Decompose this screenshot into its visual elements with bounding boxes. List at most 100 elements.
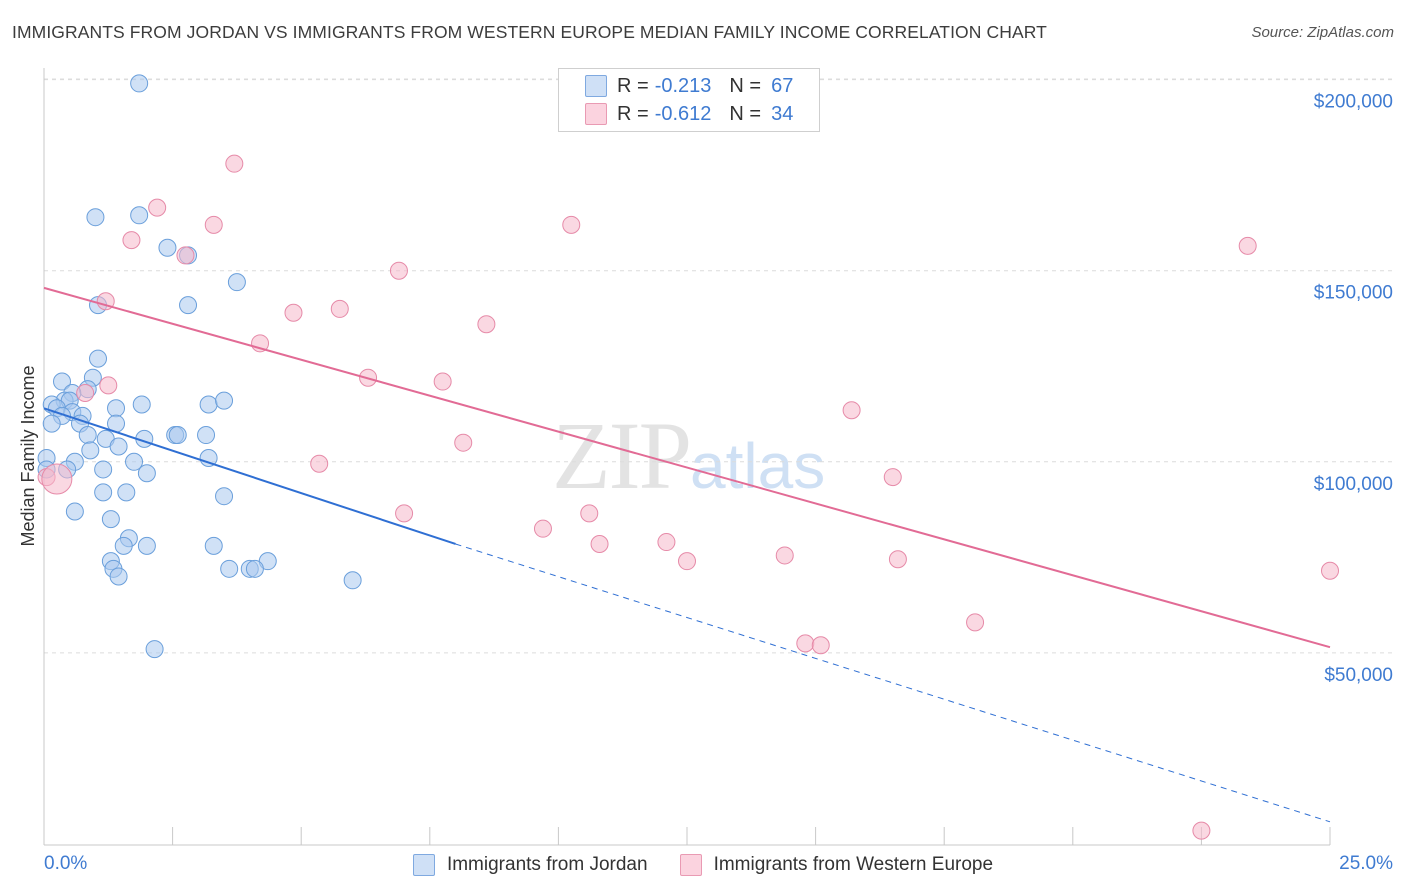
data-point-jordan: [101, 510, 120, 529]
data-point-jordan: [42, 414, 61, 433]
legend-r-value: -0.612: [654, 102, 712, 125]
data-point-western-europe: [811, 636, 830, 655]
data-point-western-europe: [204, 215, 223, 234]
trendline-jordan-extension: [455, 543, 1331, 823]
data-point-jordan: [158, 238, 177, 257]
x-tick-label: 0.0%: [44, 853, 87, 874]
data-point-jordan: [107, 399, 126, 418]
data-point-western-europe: [888, 550, 907, 569]
data-point-jordan: [130, 206, 149, 225]
data-point-jordan: [215, 487, 234, 506]
data-point-jordan: [86, 208, 105, 227]
series-legend: Immigrants from Jordan Immigrants from W…: [0, 851, 1406, 879]
series-legend-jordan[interactable]: Immigrants from Jordan: [412, 854, 648, 876]
data-point-jordan: [78, 426, 97, 445]
data-point-jordan: [220, 559, 239, 578]
legend-r-value: -0.213: [654, 74, 712, 97]
data-point-western-europe: [580, 504, 599, 523]
data-point-western-europe: [41, 463, 73, 495]
data-point-jordan: [109, 437, 128, 456]
data-point-western-europe: [122, 231, 141, 250]
data-point-jordan: [199, 395, 218, 414]
legend-row-western-europe: R = -0.612 N = 34: [559, 100, 793, 128]
data-point-western-europe: [796, 634, 815, 653]
data-point-western-europe: [1238, 236, 1257, 255]
data-point-jordan: [94, 483, 113, 502]
series-legend-western-europe[interactable]: Immigrants from Western Europe: [679, 854, 994, 876]
data-point-western-europe: [148, 198, 167, 217]
data-point-jordan: [343, 571, 362, 590]
data-point-western-europe: [310, 454, 329, 473]
legend-n-label: N =: [729, 102, 762, 125]
y-tick-label: $50,000: [1324, 665, 1393, 686]
data-point-jordan: [132, 395, 151, 414]
series-label-western-europe: Immigrants from Western Europe: [713, 854, 994, 875]
y-tick-label: $200,000: [1314, 92, 1393, 113]
data-point-western-europe: [533, 519, 552, 538]
data-point-western-europe: [477, 315, 496, 334]
data-point-jordan: [53, 372, 72, 391]
data-point-jordan: [109, 567, 128, 586]
y-axis-title: Median Family Income: [18, 365, 38, 546]
legend-n-value: 34: [771, 102, 794, 125]
y-tick-label: $150,000: [1314, 283, 1393, 304]
data-point-western-europe: [454, 433, 473, 452]
data-point-western-europe: [966, 613, 985, 632]
data-point-jordan: [145, 640, 164, 659]
data-point-jordan: [81, 441, 100, 460]
data-point-western-europe: [1321, 561, 1339, 580]
data-point-jordan: [89, 349, 108, 368]
data-point-western-europe: [76, 384, 95, 403]
legend-n-label: N =: [729, 74, 762, 97]
data-point-jordan: [94, 460, 113, 479]
data-point-jordan: [137, 464, 156, 483]
data-point-jordan: [215, 391, 234, 410]
series-label-jordan: Immigrants from Jordan: [446, 854, 648, 875]
watermark: ZIPatlas: [552, 400, 825, 511]
data-point-jordan: [125, 452, 144, 471]
legend-row-jordan: R = -0.213 N = 67: [559, 72, 793, 100]
watermark-zip: ZIP: [552, 402, 692, 509]
data-point-jordan: [137, 536, 156, 555]
legend-swatch-jordan: [585, 75, 607, 97]
source-label: Source: ZipAtlas.com: [1251, 24, 1394, 41]
data-point-western-europe: [1192, 821, 1211, 840]
legend-r-label: R =: [617, 102, 649, 125]
data-point-western-europe: [389, 261, 408, 280]
watermark-atlas: atlas: [690, 430, 826, 502]
trendline-jordan: [43, 407, 456, 545]
data-point-western-europe: [775, 546, 794, 565]
x-tick-label: 25.0%: [1339, 853, 1393, 874]
data-point-jordan: [197, 426, 216, 445]
data-point-jordan: [168, 426, 187, 445]
data-point-jordan: [114, 536, 133, 555]
data-point-western-europe: [657, 533, 676, 552]
data-point-jordan: [130, 74, 149, 93]
data-point-western-europe: [395, 504, 414, 523]
data-point-western-europe: [284, 303, 303, 322]
data-point-jordan: [227, 273, 246, 292]
data-point-western-europe: [176, 246, 195, 265]
data-point-western-europe: [330, 299, 349, 318]
trendline-western-europe: [43, 286, 1331, 649]
series-swatch-western-europe: [679, 854, 702, 876]
data-point-western-europe: [433, 372, 452, 391]
data-point-jordan: [179, 296, 198, 315]
y-tick-label: $100,000: [1314, 474, 1393, 495]
data-point-western-europe: [842, 401, 861, 420]
data-point-western-europe: [562, 215, 581, 234]
data-point-jordan: [204, 536, 223, 555]
data-point-jordan: [199, 448, 218, 467]
legend-r-label: R =: [617, 74, 649, 97]
data-point-jordan: [117, 483, 136, 502]
chart-title: IMMIGRANTS FROM JORDAN VS IMMIGRANTS FRO…: [12, 22, 1047, 42]
legend-swatch-western-europe: [585, 103, 607, 125]
data-point-western-europe: [590, 534, 609, 553]
data-point-western-europe: [678, 552, 696, 571]
data-point-jordan: [245, 559, 264, 578]
series-swatch-jordan: [412, 854, 435, 876]
legend-n-value: 67: [771, 74, 794, 97]
data-point-western-europe: [99, 376, 118, 395]
correlation-legend: R = -0.213 N = 67 R = -0.612 N = 34: [558, 68, 820, 132]
